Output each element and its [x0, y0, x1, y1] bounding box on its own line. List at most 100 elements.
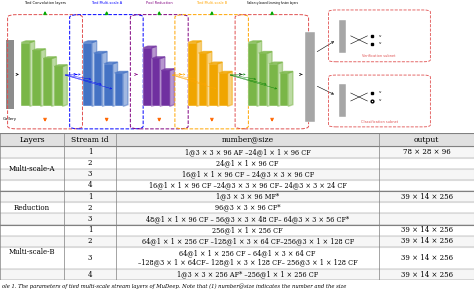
Text: 3: 3	[88, 215, 92, 223]
Polygon shape	[54, 65, 67, 67]
Polygon shape	[43, 57, 56, 58]
Polygon shape	[188, 41, 201, 43]
Text: 4: 4	[88, 182, 92, 190]
Polygon shape	[267, 52, 272, 106]
Polygon shape	[92, 41, 97, 106]
Text: 1: 1	[88, 148, 92, 156]
Text: 48@1 × 1 × 96 CF – 56@3 × 3 × 48 CF– 64@3 × 3 × 56 CF*: 48@1 × 1 × 96 CF – 56@3 × 3 × 48 CF– 64@…	[146, 215, 349, 223]
Text: Figure 2. Overview of MuDeep architecture.: Figure 2. Overview of MuDeep architectur…	[152, 138, 322, 146]
Text: 16@1 × 1 × 96 CF – 24@3 × 3 × 96 CF: 16@1 × 1 × 96 CF – 24@3 × 3 × 96 CF	[182, 170, 314, 178]
Text: 4: 4	[88, 271, 92, 279]
Polygon shape	[228, 72, 232, 106]
Text: 39 × 14 × 256: 39 × 14 × 256	[401, 254, 453, 262]
Text: Stream id: Stream id	[71, 136, 109, 144]
Text: v: v	[379, 90, 382, 94]
Polygon shape	[280, 72, 293, 73]
Text: Layers: Layers	[19, 136, 45, 144]
Polygon shape	[41, 49, 46, 106]
Polygon shape	[152, 46, 156, 106]
Polygon shape	[123, 72, 128, 106]
Bar	[280, 73, 288, 106]
Text: Tied Multi-scale A: Tied Multi-scale A	[91, 1, 122, 5]
Text: 39 × 14 × 256: 39 × 14 × 256	[401, 193, 453, 201]
Text: 3: 3	[88, 170, 92, 178]
Text: 39 × 14 × 256: 39 × 14 × 256	[401, 226, 453, 234]
Polygon shape	[207, 52, 212, 106]
Bar	[219, 73, 228, 106]
Text: Multi-scale-B: Multi-scale-B	[9, 248, 55, 256]
Bar	[339, 20, 346, 53]
Text: 96@3 × 3 × 96 CF*: 96@3 × 3 × 96 CF*	[215, 204, 281, 212]
Text: 1@3 × 3 × 96 AF –24@1 × 1 × 96 CF: 1@3 × 3 × 96 AF –24@1 × 1 × 96 CF	[185, 148, 310, 156]
Polygon shape	[219, 72, 232, 73]
Text: Pool Reduction: Pool Reduction	[146, 1, 173, 5]
Polygon shape	[21, 41, 35, 43]
Bar	[54, 67, 63, 106]
Polygon shape	[278, 62, 283, 106]
Text: Classification subnet: Classification subnet	[361, 119, 398, 124]
Text: 39 × 14 × 256: 39 × 14 × 256	[401, 271, 453, 279]
Text: 39 × 14 × 256: 39 × 14 × 256	[401, 237, 453, 245]
Bar	[104, 64, 113, 106]
Polygon shape	[83, 41, 97, 43]
Polygon shape	[30, 41, 35, 106]
Polygon shape	[52, 57, 56, 106]
Bar	[6, 40, 14, 109]
Polygon shape	[115, 72, 128, 73]
Polygon shape	[288, 72, 293, 106]
Text: 3: 3	[88, 254, 92, 262]
Bar	[115, 73, 123, 106]
Text: 64@1 × 1 × 256 CF – 64@1 × 3 × 64 CF
–128@3 × 1 × 64CF– 128@1 × 3 × 128 CF– 256@: 64@1 × 1 × 256 CF – 64@1 × 3 × 64 CF –12…	[138, 249, 357, 267]
Text: v: v	[379, 34, 382, 38]
Text: 1: 1	[88, 193, 92, 201]
Polygon shape	[259, 52, 272, 53]
Text: 2: 2	[88, 237, 92, 245]
Polygon shape	[32, 49, 46, 51]
Text: number@size: number@size	[222, 136, 273, 144]
Bar	[161, 70, 170, 106]
Bar	[339, 84, 346, 117]
Polygon shape	[63, 65, 67, 106]
Text: Reduction: Reduction	[14, 204, 50, 212]
Polygon shape	[161, 69, 174, 70]
Polygon shape	[248, 41, 262, 43]
Text: Tied Convolution layers: Tied Convolution layers	[24, 1, 66, 5]
Bar	[83, 43, 92, 106]
Text: ole 1. The parameters of tied multi-scale stream layers of MuDeep. Note that (1): ole 1. The parameters of tied multi-scal…	[2, 283, 347, 289]
Polygon shape	[143, 46, 156, 48]
Text: Saliency-based learning fusion layers: Saliency-based learning fusion layers	[246, 1, 298, 5]
Polygon shape	[257, 41, 262, 106]
Bar	[94, 53, 102, 106]
Bar	[143, 48, 152, 106]
Bar	[248, 43, 257, 106]
Text: Multi-scale-A: Multi-scale-A	[9, 165, 55, 173]
Bar	[188, 43, 197, 106]
Text: 2: 2	[88, 159, 92, 167]
Polygon shape	[160, 57, 165, 106]
Polygon shape	[197, 41, 201, 106]
Text: 64@1 × 1 × 256 CF –128@1 × 3 × 64 CF–256@3 × 1 × 128 CF: 64@1 × 1 × 256 CF –128@1 × 3 × 64 CF–256…	[142, 237, 354, 245]
Text: 16@1 × 1 × 96 CF –24@3 × 3 × 96 CF– 24@3 × 3 × 24 CF: 16@1 × 1 × 96 CF –24@3 × 3 × 96 CF– 24@3…	[149, 182, 346, 190]
Polygon shape	[209, 62, 222, 64]
Text: 1: 1	[88, 226, 92, 234]
Polygon shape	[152, 57, 165, 58]
Polygon shape	[199, 52, 212, 53]
Text: v: v	[379, 41, 382, 45]
Text: 24@1 × 1 × 96 CF: 24@1 × 1 × 96 CF	[217, 159, 279, 167]
Text: Gallery: Gallery	[3, 117, 17, 121]
Bar	[32, 51, 41, 106]
Polygon shape	[218, 62, 222, 106]
Polygon shape	[94, 52, 107, 53]
Bar	[305, 32, 315, 122]
Text: 78 × 28 × 96: 78 × 28 × 96	[403, 148, 450, 156]
Text: Verification subnet: Verification subnet	[363, 54, 396, 58]
Polygon shape	[269, 62, 283, 64]
Text: output: output	[414, 136, 439, 144]
Text: Tied Multi-scale B: Tied Multi-scale B	[196, 1, 228, 5]
Bar	[259, 53, 267, 106]
Text: 1@3 × 3 × 96 MF*: 1@3 × 3 × 96 MF*	[216, 193, 279, 201]
Text: 1@3 × 3 × 256 AF* –256@1 × 1 × 256 CF: 1@3 × 3 × 256 AF* –256@1 × 1 × 256 CF	[177, 271, 318, 279]
Polygon shape	[104, 62, 118, 64]
Bar	[21, 43, 30, 106]
Text: 2: 2	[88, 204, 92, 212]
